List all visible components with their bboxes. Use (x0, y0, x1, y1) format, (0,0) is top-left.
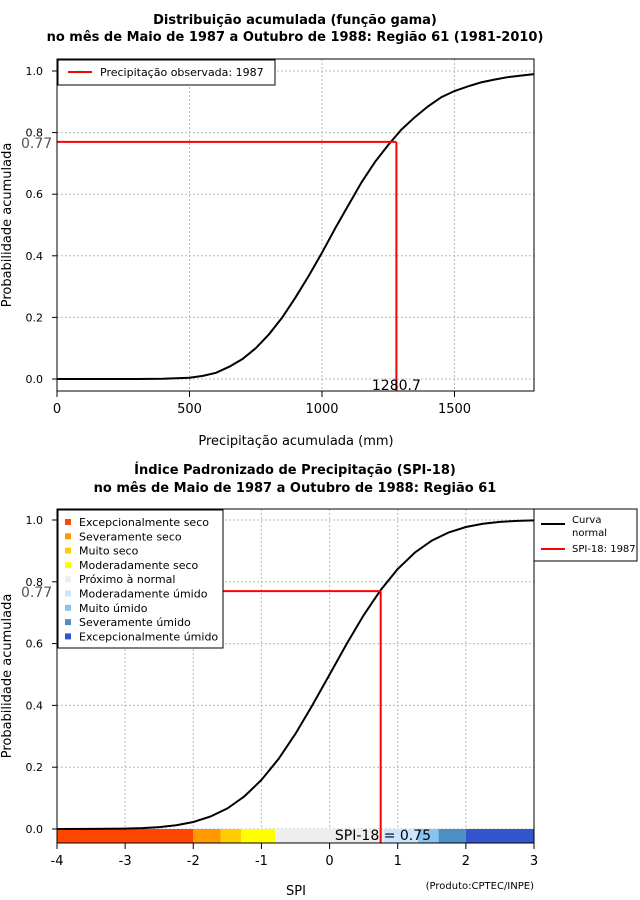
chart1-axis-ticks: 0 500 1000 1500 0.0 0.2 0.4 0.6 0.8 1.0 (26, 65, 472, 417)
chart2-band-1 (193, 829, 221, 843)
chart1-x-tick-label-3: 1500 (438, 402, 471, 417)
chart2-y-tick-label-4: 0.8 (26, 576, 44, 589)
chart2-x-tick-label-5: 1 (394, 854, 402, 869)
chart2-legend: Curva normal SPI-18: 1987 (533, 508, 638, 562)
chart2-x-tick-label-2: -2 (187, 854, 200, 869)
chart2-category-label-7: Severamente úmido (79, 616, 191, 629)
chart2-category-label-4: Próximo à normal (79, 573, 175, 586)
chart2-legend-spi-label: SPI-18: 1987 (572, 544, 636, 555)
chart1-x-tick-label-0: 0 (53, 402, 61, 417)
chart2-band-4 (275, 829, 385, 843)
chart2-y-tick-label-3: 0.6 (26, 638, 44, 651)
chart1-gamma-curve (57, 73, 535, 380)
chart1-legend: Precipitação observada: 1987 (57, 59, 276, 86)
chart2-band-3 (240, 829, 276, 843)
chart1-legend-box (57, 59, 276, 86)
chart2-observed-probability-label: 0.77 (21, 585, 52, 601)
chart2-category-swatch-6 (65, 604, 71, 611)
chart2-category-swatch-0 (65, 519, 71, 525)
chart1-observed-probability-label: 0.77 (21, 136, 52, 152)
chart2-x-tick-label-6: 2 (462, 854, 470, 869)
chart2-x-tick-label-0: -4 (51, 854, 64, 869)
chart2-category-swatch-2 (65, 547, 71, 554)
chart2-normal-curve (56, 519, 535, 830)
chart2-category-swatch-4 (65, 576, 71, 583)
chart2-spi-class-bands (57, 829, 534, 843)
chart1-x-tick-label-2: 1000 (305, 402, 338, 417)
chart2-y-axis-label: Probabilidade acumulada (0, 594, 15, 759)
chart2-legend-curve-label-line2: normal (572, 528, 607, 539)
chart2-plot-frame (56, 508, 535, 844)
chart1-grid (56, 59, 534, 391)
chart2-category-label-5: Moderadamente úmido (79, 588, 208, 601)
chart2-category-label-3: Moderadamente seco (79, 559, 199, 572)
chart2-credit: (Produto:CPTEC/INPE) (426, 881, 534, 892)
chart1-legend-label: Precipitação observada: 1987 (100, 66, 264, 79)
chart2-title-line2: no mês de Maio de 1987 a Outubro de 1988… (94, 481, 497, 496)
chart2-band-0 (57, 829, 194, 843)
chart2-category-swatch-8 (65, 633, 71, 640)
chart2-category-swatch-5 (65, 590, 71, 597)
chart-gamma-distribution: Distribuição acumulada (função gama) no … (0, 13, 543, 449)
chart2-band-8 (465, 829, 534, 843)
chart2-category-label-8: Excepcionalmente úmido (79, 630, 218, 643)
chart1-observed-precipitation-label: 1280.7 (372, 378, 421, 394)
chart1-y-tick-label-3: 0.6 (26, 188, 44, 201)
chart2-band-2 (220, 829, 241, 843)
chart2-category-label-1: Severamente seco (79, 530, 182, 543)
chart2-category-swatch-3 (65, 561, 71, 568)
chart2-x-tick-label-7: 3 (530, 854, 538, 869)
chart2-band-5 (384, 829, 419, 843)
chart1-title-line1: Distribuição acumulada (função gama) (153, 13, 437, 28)
chart1-x-tick-label-1: 500 (177, 402, 202, 417)
chart2-x-axis-label: SPI (286, 884, 306, 899)
chart2-y-tick-label-0: 0.0 (26, 823, 44, 836)
chart2-category-label-0: Excepcionalmente seco (79, 516, 209, 529)
chart2-band-7 (438, 829, 466, 843)
chart2-category-label-2: Muito seco (79, 545, 139, 558)
chart2-legend-curve-label: Curva (572, 515, 601, 526)
chart2-axis-ticks: -4 -3 -2 -1 0 1 2 3 0.0 0.2 0.4 0.6 0.8 1.0 (26, 514, 539, 869)
chart2-y-tick-label-1: 0.2 (26, 761, 44, 774)
chart2-y-tick-label-2: 0.4 (26, 699, 44, 712)
chart1-x-axis-label: Precipitação acumulada (mm) (198, 434, 393, 449)
chart2-spi-value-label: SPI-18 = 0.75 (335, 828, 431, 844)
chart2-x-tick-label-3: -1 (255, 854, 268, 869)
chart1-y-tick-label-4: 0.8 (26, 127, 44, 140)
chart2-x-tick-label-4: 0 (325, 854, 333, 869)
chart2-category-label-6: Muito úmido (79, 602, 148, 615)
chart1-title-line2: no mês de Maio de 1987 a Outubro de 1988… (47, 30, 544, 45)
chart2-legend-box (533, 508, 638, 562)
chart1-y-tick-label-2: 0.4 (26, 250, 44, 263)
chart2-band-6 (418, 829, 439, 843)
chart1-y-axis-label: Probabilidade acumulada (0, 143, 15, 308)
chart2-category-legend-box (57, 509, 224, 649)
chart1-y-tick-label-1: 0.2 (26, 311, 44, 324)
chart2-y-tick-label-5: 1.0 (26, 514, 44, 527)
chart2-title-line1: Índice Padronizado de Precipitação (SPI-… (134, 462, 456, 478)
chart2-x-tick-label-1: -3 (119, 854, 132, 869)
chart2-category-swatch-1 (65, 533, 71, 540)
chart1-y-tick-label-0: 0.0 (26, 373, 44, 386)
chart1-y-tick-label-5: 1.0 (26, 65, 44, 78)
chart-spi-normal: Índice Padronizado de Precipitação (SPI-… (0, 462, 638, 899)
chart2-category-swatch-7 (65, 619, 71, 626)
chart1-plot-frame (56, 58, 535, 392)
